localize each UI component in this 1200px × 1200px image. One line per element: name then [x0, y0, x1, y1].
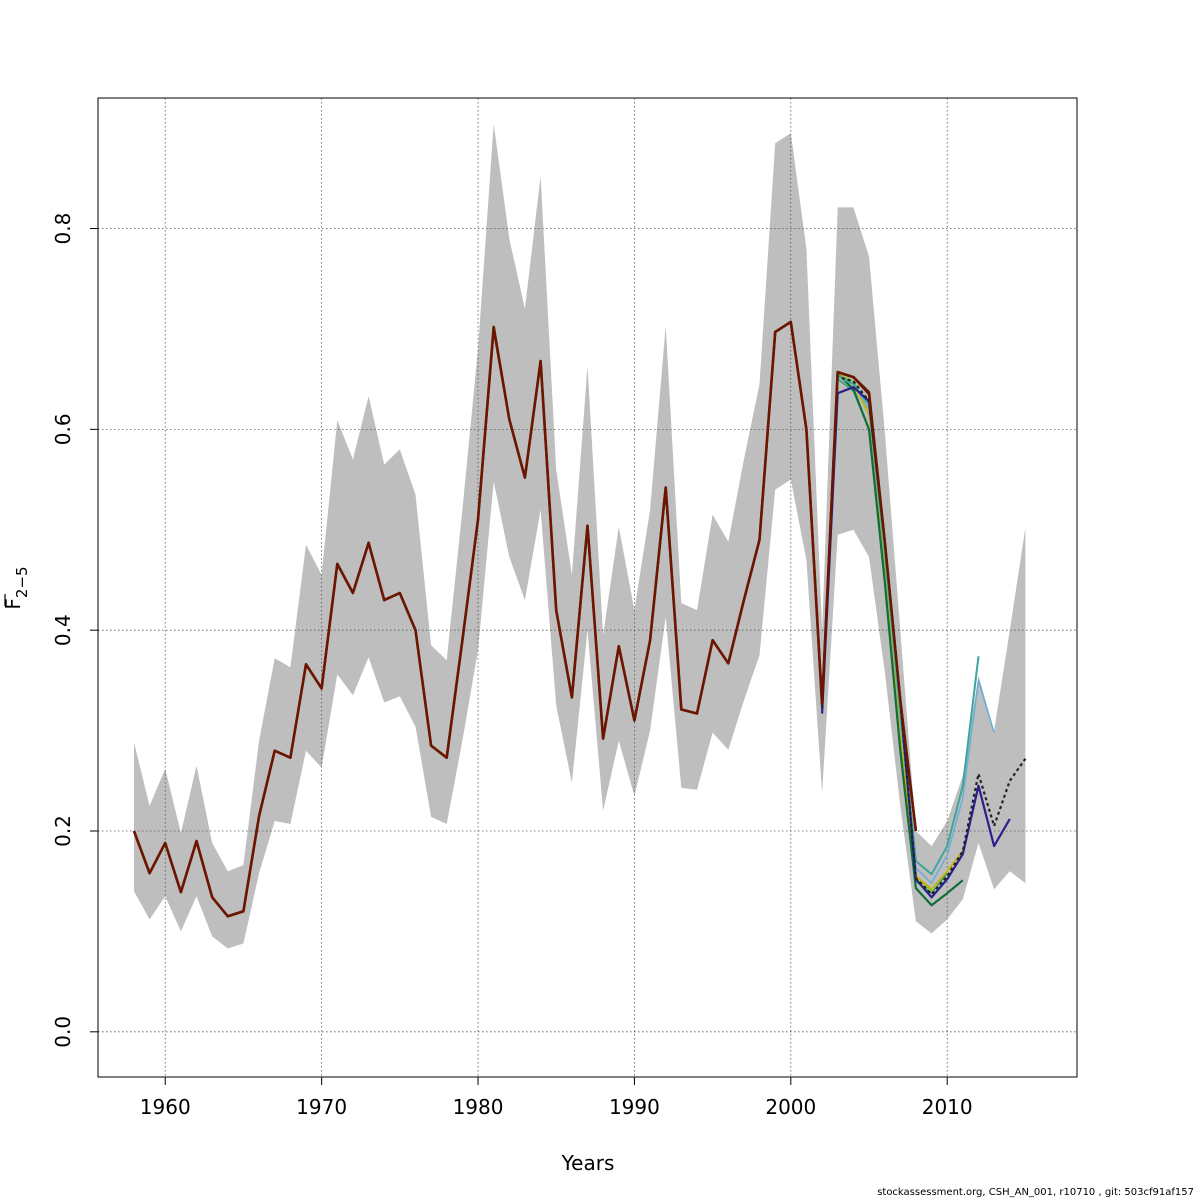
- x-axis-title: Years: [561, 1151, 615, 1175]
- confidence-band-layer: [134, 124, 1026, 949]
- y-tick-label: 0.6: [51, 413, 75, 445]
- x-tick-label: 2010: [922, 1095, 973, 1119]
- x-tick-label: 2000: [765, 1095, 816, 1119]
- svg-text:F2−5: F2−5: [1, 566, 31, 609]
- plot-frame: [97, 97, 1078, 1078]
- x-tick-label: 1970: [296, 1095, 347, 1119]
- y-tick-label: 0.0: [51, 1016, 75, 1048]
- series-line-10: [132, 320, 918, 918]
- y-tick-label: 0.8: [51, 213, 75, 245]
- y-axis-title: F2−5: [1, 566, 31, 609]
- series-line-5: [821, 373, 964, 907]
- x-axis: 1960 1970 1980 1990 2000 2010: [140, 1077, 973, 1119]
- x-tick-label: 1960: [140, 1095, 191, 1119]
- y-tick-label: 0.4: [51, 614, 75, 646]
- footer-credit: stockassessment.org, CSH_AN_001, r10710 …: [877, 1187, 1194, 1198]
- series-line-9: [821, 376, 1027, 896]
- y-axis: 0.0 0.2 0.4 0.6 0.8: [51, 213, 98, 1048]
- series-layer: [132, 320, 1027, 918]
- y-axis-title-sub: 2−5: [13, 566, 31, 598]
- x-tick-label: 1980: [453, 1095, 504, 1119]
- grid-layer: [98, 98, 1077, 1077]
- x-tick-label: 1990: [609, 1095, 660, 1119]
- confidence-band: [134, 124, 1026, 949]
- y-axis-title-main: F: [1, 598, 25, 610]
- y-tick-label: 0.2: [51, 815, 75, 847]
